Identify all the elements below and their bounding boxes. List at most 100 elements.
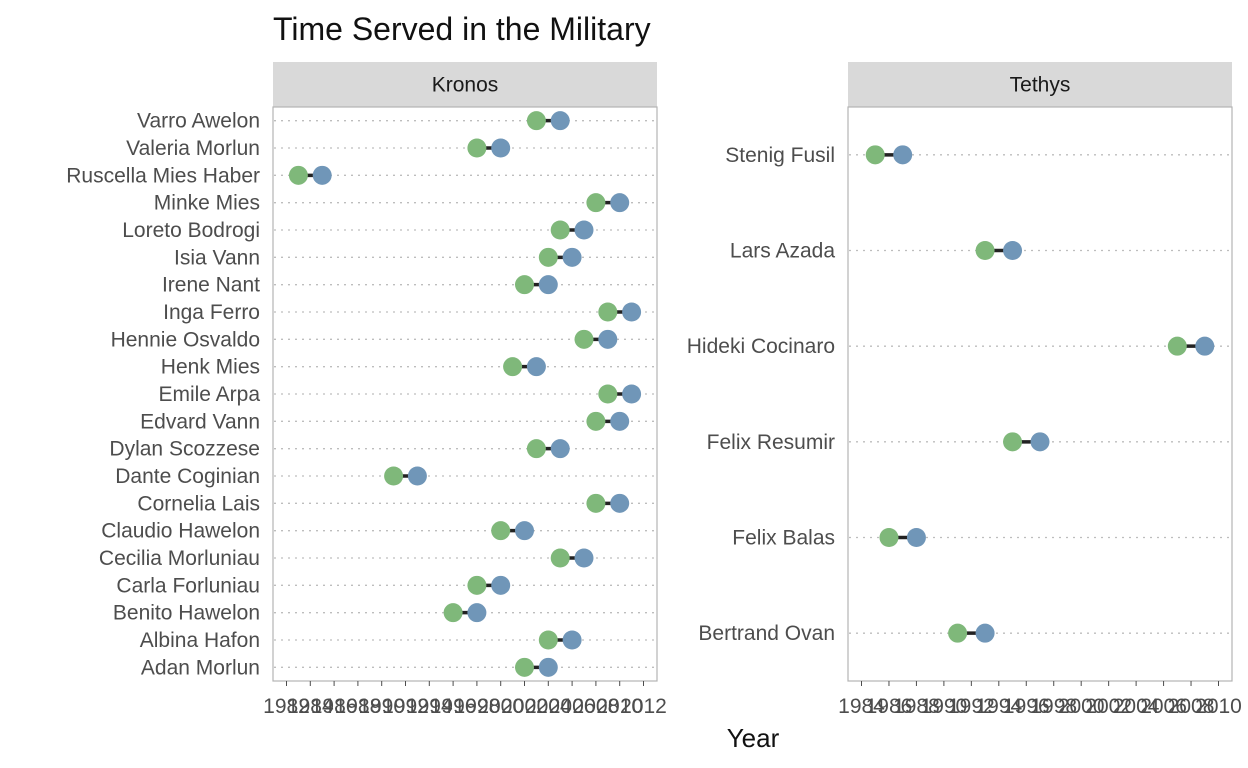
row-label: Lars Azada [730,240,835,263]
start-point [515,657,534,677]
start-point [384,466,404,486]
start-point [948,623,968,643]
end-point [467,603,487,623]
x-tick-label: 2000 [477,695,524,718]
row-label: Varro Awelon [137,110,260,133]
x-tick-label: 1988 [335,695,382,718]
row-label: Minke Mies [154,192,260,215]
end-point [550,439,570,459]
x-tick-label: 1992 [382,695,429,718]
end-point [491,138,511,158]
row-label: Felix Resumir [707,431,835,454]
x-tick-label: 1998 [1030,695,1077,718]
x-tick-label: 2004 [525,695,572,718]
end-point [610,411,630,431]
panel-border [847,106,1233,682]
row-label: Irene Nant [162,274,260,297]
row-label: Hennie Osvaldo [111,328,260,351]
end-point [610,193,630,213]
start-point [586,493,606,513]
row-label: Bertrand Ovan [698,622,835,645]
start-point [586,411,606,431]
panel-border [272,106,658,682]
start-point [586,193,606,213]
x-tick-label: 2012 [620,695,667,718]
start-point [574,329,594,349]
row-label: Inga Ferro [163,301,260,324]
row-label: Hideki Cocinaro [687,335,835,358]
start-point [1003,432,1023,452]
end-point [610,493,630,513]
x-tick-label: 1990 [358,695,405,718]
x-tick-label: 1986 [866,695,913,718]
x-tick-label: 1988 [893,695,940,718]
start-point [467,138,487,158]
row-label: Albina Hafon [140,629,260,652]
x-tick-label: 2006 [549,695,596,718]
end-point [515,521,534,541]
x-tick-label: 1984 [287,695,334,718]
row-label: Valeria Morlun [126,137,260,160]
end-point [1195,336,1215,356]
end-point [538,275,558,295]
end-point [906,528,926,547]
start-point [515,275,534,295]
row-label: Claudio Hawelon [101,520,260,543]
row-label: Henk Mies [161,356,260,379]
x-tick-label: 2010 [1195,695,1242,718]
end-point [598,329,618,349]
end-point [312,165,332,185]
row-label: Isia Vann [174,246,260,269]
start-point [526,111,546,131]
x-tick-label: 1994 [975,695,1022,718]
x-tick-label: 1994 [406,695,453,718]
panel-kronos: Kronos Varro Awelon Valeria Morlun Ruscella… [66,62,667,718]
start-point [491,521,511,541]
end-point [550,111,570,131]
end-point [538,657,558,677]
row-label: Cornelia Lais [137,492,260,515]
start-point [550,220,570,240]
x-tick-label: 1992 [948,695,995,718]
end-point [574,548,594,568]
row-label: Emile Arpa [158,383,260,406]
panel-strip-label: Tethys [1010,74,1071,97]
start-point [526,439,546,459]
end-point [574,220,594,240]
end-point [562,247,582,267]
x-tick-label: 2002 [501,695,548,718]
end-point [526,357,546,377]
start-point [503,357,523,377]
row-label: Felix Balas [732,527,835,550]
end-point [1030,432,1050,452]
start-point [1167,336,1187,356]
chart-title: Time Served in the Military [273,11,651,47]
x-tick-label: 1986 [311,695,358,718]
start-point [598,384,618,404]
start-point [975,241,995,260]
panel-strip [273,62,657,107]
x-tick-label: 2008 [1168,695,1215,718]
x-tick-label: 1982 [263,695,310,718]
x-tick-label: 2004 [1113,695,1160,718]
end-point [491,575,511,595]
x-tick-label: 1996 [430,695,477,718]
panel-tethys: Tethys Stenig Fusil Lars Azada Hideki Cocin… [687,62,1242,718]
start-point [467,575,487,595]
panel-strip-label: Kronos [432,74,499,97]
x-tick-label: 1990 [921,695,968,718]
row-label: Dante Coginian [115,465,260,488]
row-label: Cecilia Morluniau [99,547,260,570]
end-point [1003,241,1023,260]
start-point [538,247,558,267]
start-point [550,548,570,568]
end-point [407,466,427,486]
x-tick-label: 2006 [1140,695,1187,718]
x-tick-label: 2010 [596,695,643,718]
row-label: Stenig Fusil [725,144,835,167]
row-label: Dylan Scozzese [109,438,260,461]
end-point [622,302,642,322]
row-label: Benito Hawelon [113,602,260,625]
row-label: Loreto Bodrogi [122,219,260,242]
